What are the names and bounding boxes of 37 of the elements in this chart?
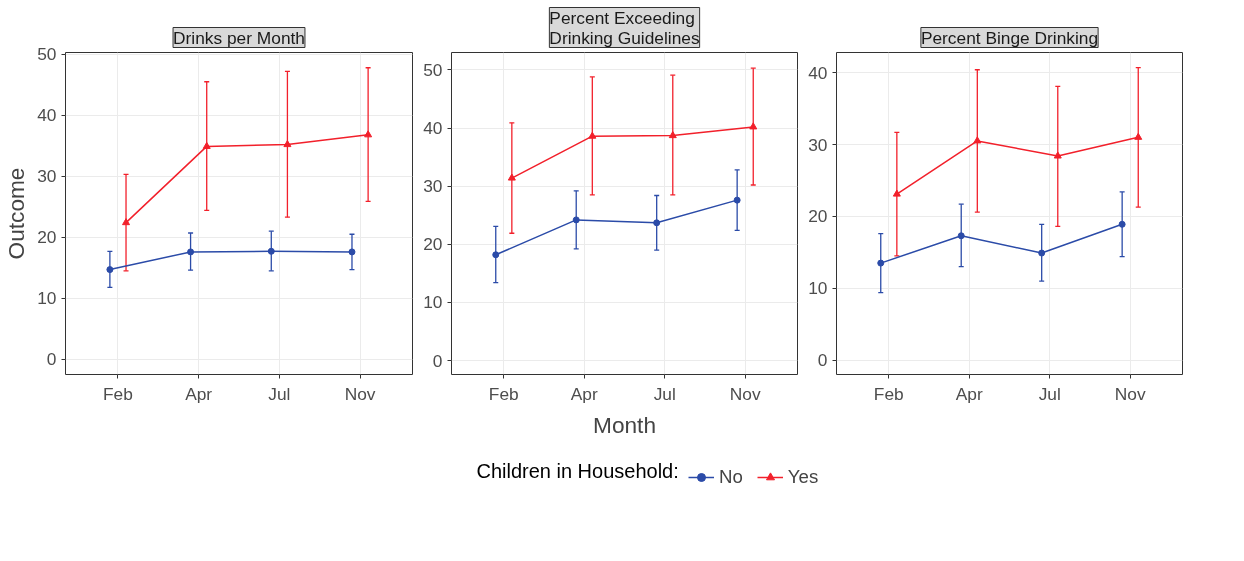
y-tick-label: 40 xyxy=(423,118,443,139)
y-tick-label: 40 xyxy=(37,105,57,126)
x-tick-label: Jul xyxy=(653,383,676,404)
x-tick-label: Nov xyxy=(344,383,376,404)
y-tick-label: 0 xyxy=(817,350,828,371)
y-tick-label: 50 xyxy=(37,44,57,65)
y-tick-label: 0 xyxy=(46,349,57,370)
x-tick-label: Nov xyxy=(1114,383,1146,404)
y-tick-label: 40 xyxy=(808,62,828,83)
y-tick-label: 30 xyxy=(423,176,443,197)
y-tick-label: 10 xyxy=(37,288,57,309)
legend-label: Yes xyxy=(787,466,819,488)
x-tick-label: Jul xyxy=(268,383,291,404)
y-tick-label: 50 xyxy=(423,59,443,80)
y-tick-label: 10 xyxy=(423,292,443,313)
y-tick-label: 30 xyxy=(37,166,57,187)
chart-title: Percent Binge Drinking xyxy=(920,27,1099,48)
y-tick-label: 20 xyxy=(37,227,57,248)
y-tick-label: 20 xyxy=(808,206,828,227)
x-tick-label: Apr xyxy=(955,383,983,404)
x-tick-label: Apr xyxy=(570,383,598,404)
legend-title: Children in Household: xyxy=(476,459,679,482)
x-tick-label: Feb xyxy=(488,383,519,404)
y-tick-label: 0 xyxy=(432,350,443,371)
y-tick-label: 20 xyxy=(423,234,443,255)
x-tick-label: Feb xyxy=(873,383,904,404)
x-axis-title: Month xyxy=(593,411,656,438)
x-tick-label: Jul xyxy=(1038,383,1061,404)
x-tick-label: Nov xyxy=(729,383,761,404)
y-tick-label: 10 xyxy=(808,278,828,299)
x-tick-label: Feb xyxy=(103,383,133,404)
x-tick-label: Apr xyxy=(185,383,213,404)
chart-title: Percent Exceeding Drinking Guidelines xyxy=(549,7,700,48)
legend-label: No xyxy=(719,466,743,488)
y-tick-label: 30 xyxy=(808,134,828,155)
chart-title: Drinks per Month xyxy=(173,27,305,48)
y-axis-title: Outcome xyxy=(3,167,30,260)
